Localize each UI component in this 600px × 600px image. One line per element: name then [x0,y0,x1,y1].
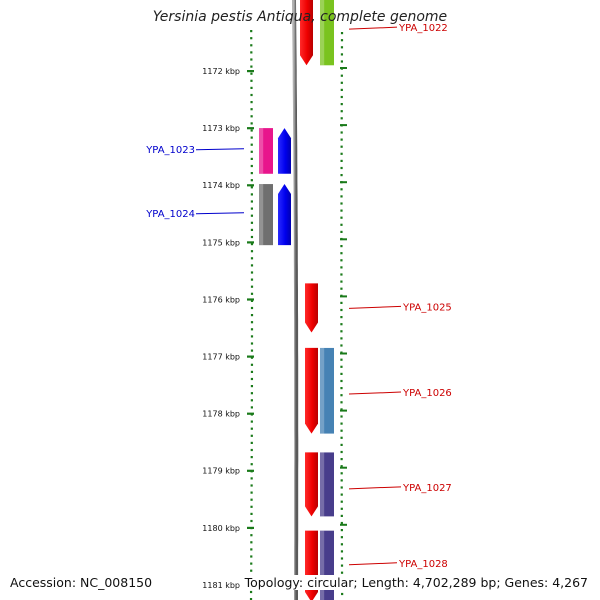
scale-tick-mark [247,70,254,73]
gene-label-leader [348,305,402,309]
scale-tick-mark [247,184,254,187]
gene-label-leader [348,486,402,490]
gene-arrow[interactable] [305,347,318,434]
scale-tick-label: 1173 kbp [202,124,240,133]
gene-label-leader [348,391,402,395]
scale-tick-mark [247,412,254,415]
scale-tick-mark [247,298,254,301]
cog-block [320,0,334,66]
scale-tick-label: 1174 kbp [202,181,240,190]
cog-block-highlight [320,0,325,66]
gene-arrow[interactable] [278,128,291,174]
cog-block-highlight [259,128,264,174]
scale-tick-label: 1179 kbp [202,467,240,476]
scale-tick-mark [247,355,254,358]
gene-label-leader [195,212,245,215]
gene-label[interactable]: YPA_1025 [402,302,452,313]
cog-block-highlight [320,452,325,517]
scale-ruler: 1172 kbp 1173 kbp 1174 kbp 1175 kbp 1176 kbp… [202,30,347,600]
gene-arrow[interactable] [305,452,318,517]
scale-tick-label: 1180 kbp [202,524,240,533]
accession-text: Accession: NC_008150 [8,575,155,590]
cog-block-highlight [320,347,325,434]
scale-tick-mark [247,469,254,472]
gene-arrow[interactable] [300,0,313,66]
scale-tick-label: 1181 kbp [202,581,240,590]
gene-track [278,0,318,600]
gene-label-leader [195,148,245,151]
map-title: Yersinia pestis Antiqua, complete genome [152,9,448,25]
gene-labels: YPA_1022 YPA_1023 YPA_1024 YPA_1025 YPA_1026… [145,23,452,570]
cog-block [259,184,273,246]
gene-label[interactable]: YPA_1028 [398,559,448,570]
gene-label[interactable]: YPA_1022 [398,23,448,34]
gene-label-leader [348,26,398,30]
gene-arrow[interactable] [278,184,291,246]
cog-block-highlight [259,184,264,246]
backbone-line [292,0,299,600]
scale-tick-mark [247,526,254,529]
scale-tick-label: 1175 kbp [202,238,240,247]
cog-block [259,128,273,174]
cog-block [320,452,334,517]
scale-tick-mark [247,241,254,244]
gene-arrow[interactable] [305,283,318,333]
scale-tick-label: 1172 kbp [202,67,240,76]
genome-backbone [292,0,299,600]
gene-label[interactable]: YPA_1023 [145,145,195,156]
scale-tick-mark [247,127,254,130]
gene-label[interactable]: YPA_1026 [402,388,452,399]
cog-track [259,0,334,600]
cog-block-highlight [320,530,325,600]
scale-tick-label: 1177 kbp [202,353,240,362]
gene-label[interactable]: YPA_1024 [145,209,195,220]
gene-label[interactable]: YPA_1027 [402,483,452,494]
gene-label-leader [348,562,398,566]
topology-text: Topology: circular; Length: 4,702,289 bp… [242,575,590,590]
cog-block [320,347,334,434]
scale-tick-label: 1176 kbp [202,295,240,304]
scale-tick-label: 1178 kbp [202,410,240,419]
